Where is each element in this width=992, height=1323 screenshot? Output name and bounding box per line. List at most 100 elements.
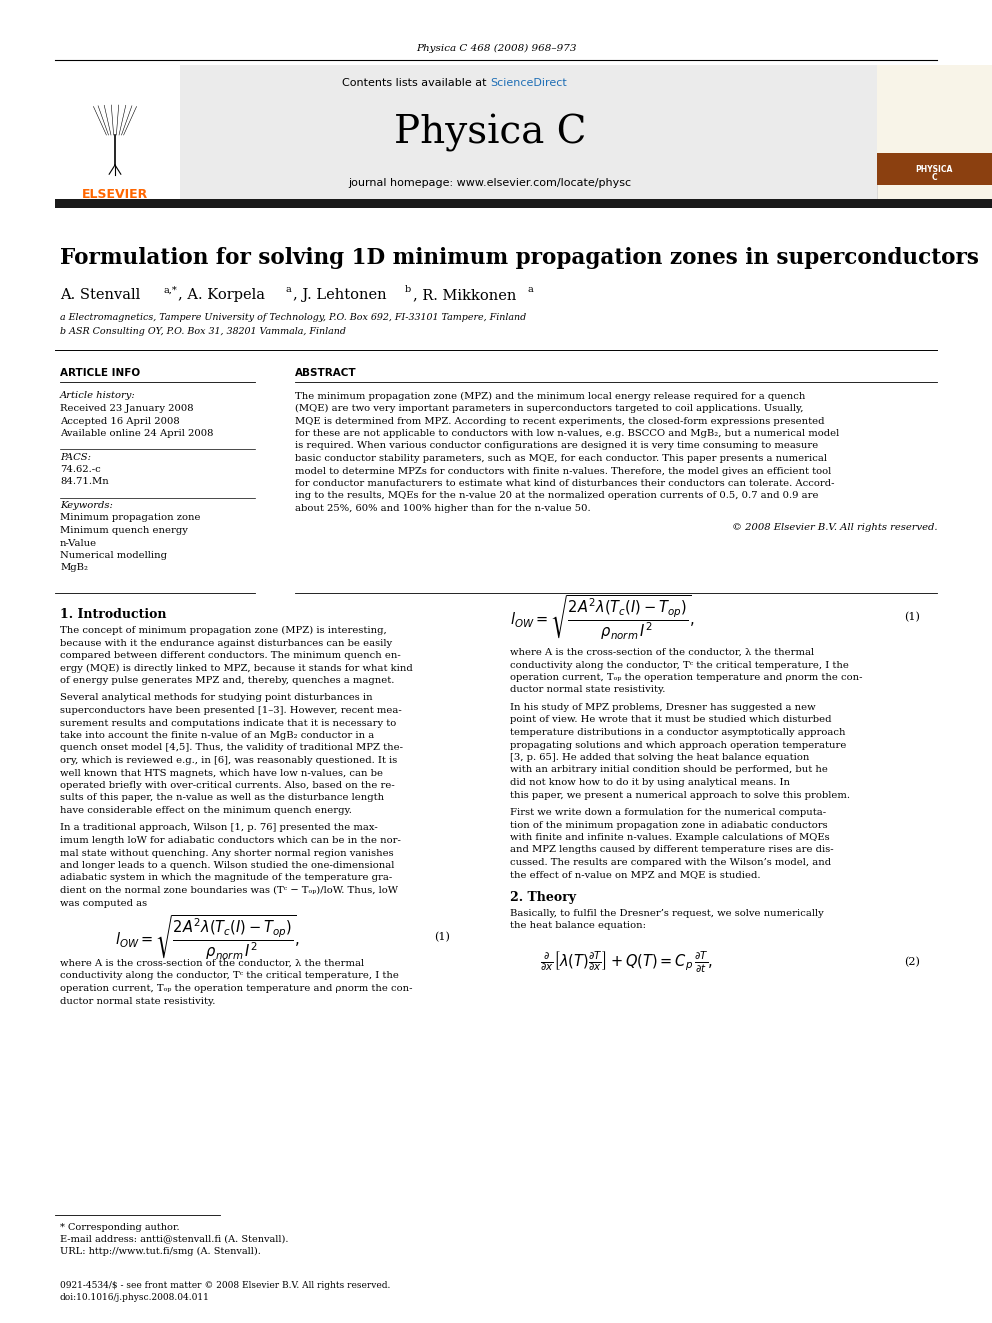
Bar (877, 65, 992, 155)
Text: the heat balance equation:: the heat balance equation: (510, 922, 646, 930)
Text: Minimum propagation zone: Minimum propagation zone (60, 513, 200, 523)
Text: * Corresponding author.: * Corresponding author. (60, 1222, 180, 1232)
Text: for these are not applicable to conductors with low n-values, e.g. BSCCO and MgB: for these are not applicable to conducto… (295, 429, 839, 438)
Text: n-Value: n-Value (60, 538, 97, 548)
Text: and longer leads to a quench. Wilson studied the one-dimensional: and longer leads to a quench. Wilson stu… (60, 861, 395, 871)
Text: URL: http://www.tut.fi/smg (A. Stenvall).: URL: http://www.tut.fi/smg (A. Stenvall)… (60, 1246, 261, 1256)
Text: where A is the cross-section of the conductor, λ the thermal: where A is the cross-section of the cond… (510, 648, 814, 658)
Text: Contents lists available at: Contents lists available at (342, 78, 490, 89)
Text: operation current, Tₒₚ the operation temperature and ρnorm the con-: operation current, Tₒₚ the operation tem… (510, 673, 862, 681)
Text: Accepted 16 April 2008: Accepted 16 April 2008 (60, 417, 180, 426)
Text: propagating solutions and which approach operation temperature: propagating solutions and which approach… (510, 741, 846, 750)
Text: this paper, we present a numerical approach to solve this problem.: this paper, we present a numerical appro… (510, 791, 850, 799)
Text: sults of this paper, the n-value as well as the disturbance length: sults of this paper, the n-value as well… (60, 794, 384, 803)
Text: The concept of minimum propagation zone (MPZ) is interesting,: The concept of minimum propagation zone … (60, 626, 387, 635)
Text: $l_{OW} = \sqrt{\dfrac{2A^2\lambda\left(T_c(I) - T_{op}\right)}{\rho_{norm}\,I^2: $l_{OW} = \sqrt{\dfrac{2A^2\lambda\left(… (115, 913, 301, 962)
Text: where A is the cross-section of the conductor, λ the thermal: where A is the cross-section of the cond… (60, 959, 364, 968)
Text: ductor normal state resistivity.: ductor normal state resistivity. (510, 685, 666, 695)
Text: $\frac{\partial}{\partial x}\left[\lambda(T)\frac{\partial T}{\partial x}\right]: $\frac{\partial}{\partial x}\left[\lambd… (540, 950, 713, 975)
Text: is required. When various conductor configurations are designed it is very time : is required. When various conductor conf… (295, 442, 818, 451)
Text: Numerical modelling: Numerical modelling (60, 550, 167, 560)
Text: journal homepage: www.elsevier.com/locate/physc: journal homepage: www.elsevier.com/locat… (348, 179, 632, 188)
Bar (55, 65, 180, 205)
Text: take into account the finite n-value of an MgB₂ conductor in a: take into account the finite n-value of … (60, 732, 374, 740)
Text: compared between different conductors. The minimum quench en-: compared between different conductors. T… (60, 651, 401, 660)
Text: basic conductor stability parameters, such as MQE, for each conductor. This pape: basic conductor stability parameters, su… (295, 454, 827, 463)
Text: Minimum quench energy: Minimum quench energy (60, 527, 187, 534)
Text: In his study of MPZ problems, Dresner has suggested a new: In his study of MPZ problems, Dresner ha… (510, 703, 815, 712)
Text: C: C (931, 173, 936, 183)
Text: ELSEVIER: ELSEVIER (82, 188, 148, 201)
Text: Basically, to fulfil the Dresner’s request, we solve numerically: Basically, to fulfil the Dresner’s reque… (510, 909, 823, 918)
Text: Available online 24 April 2008: Available online 24 April 2008 (60, 429, 213, 438)
Bar (55, 198, 992, 208)
Text: Physica C 468 (2008) 968–973: Physica C 468 (2008) 968–973 (416, 44, 576, 53)
Text: doi:10.1016/j.physc.2008.04.011: doi:10.1016/j.physc.2008.04.011 (60, 1294, 210, 1303)
Text: ScienceDirect: ScienceDirect (490, 78, 566, 89)
Text: ductor normal state resistivity.: ductor normal state resistivity. (60, 996, 215, 1005)
Text: ergy (MQE) is directly linked to MPZ, because it stands for what kind: ergy (MQE) is directly linked to MPZ, be… (60, 663, 413, 672)
Text: was computed as: was computed as (60, 898, 147, 908)
Text: Keywords:: Keywords: (60, 501, 113, 509)
Text: 84.71.Mn: 84.71.Mn (60, 478, 109, 487)
Text: of energy pulse generates MPZ and, thereby, quenches a magnet.: of energy pulse generates MPZ and, there… (60, 676, 395, 685)
Text: conductivity along the conductor, Tᶜ the critical temperature, I the: conductivity along the conductor, Tᶜ the… (60, 971, 399, 980)
Text: a Electromagnetics, Tampere University of Technology, P.O. Box 692, FI-33101 Tam: a Electromagnetics, Tampere University o… (60, 314, 526, 323)
Text: , A. Korpela: , A. Korpela (178, 288, 265, 302)
Text: (2): (2) (904, 958, 920, 967)
Text: MQE is determined from MPZ. According to recent experiments, the closed-form exp: MQE is determined from MPZ. According to… (295, 417, 824, 426)
Text: with an arbitrary initial condition should be performed, but he: with an arbitrary initial condition shou… (510, 766, 828, 774)
Text: (MQE) are two very important parameters in superconductors targeted to coil appl: (MQE) are two very important parameters … (295, 404, 804, 413)
Text: mal state without quenching. Any shorter normal region vanishes: mal state without quenching. Any shorter… (60, 848, 394, 857)
Text: about 25%, 60% and 100% higher than for the n-value 50.: about 25%, 60% and 100% higher than for … (295, 504, 590, 513)
Text: cussed. The results are compared with the Wilson’s model, and: cussed. The results are compared with th… (510, 859, 831, 867)
Text: ing to the results, MQEs for the n-value 20 at the normalized operation currents: ing to the results, MQEs for the n-value… (295, 492, 818, 500)
Text: Formulation for solving 1D minimum propagation zones in superconductors: Formulation for solving 1D minimum propa… (60, 247, 979, 269)
Text: Several analytical methods for studying point disturbances in: Several analytical methods for studying … (60, 693, 373, 703)
Text: © 2008 Elsevier B.V. All rights reserved.: © 2008 Elsevier B.V. All rights reserved… (731, 523, 937, 532)
Text: E-mail address: antti@stenvall.fi (A. Stenvall).: E-mail address: antti@stenvall.fi (A. St… (60, 1234, 289, 1244)
Text: MgB₂: MgB₂ (60, 564, 88, 573)
Text: imum length lᴏW for adiabatic conductors which can be in the nor-: imum length lᴏW for adiabatic conductors… (60, 836, 401, 845)
Text: dient on the normal zone boundaries was (Tᶜ − Tₒₚ)/lᴏW. Thus, lᴏW: dient on the normal zone boundaries was … (60, 886, 398, 894)
Text: Article history:: Article history: (60, 392, 136, 401)
Bar (55, 65, 877, 205)
Text: model to determine MPZs for conductors with finite n-values. Therefore, the mode: model to determine MPZs for conductors w… (295, 467, 831, 475)
Text: , R. Mikkonen: , R. Mikkonen (413, 288, 517, 302)
Text: 2. Theory: 2. Theory (510, 890, 576, 904)
Text: The minimum propagation zone (MPZ) and the minimum local energy release required: The minimum propagation zone (MPZ) and t… (295, 392, 806, 401)
Text: the effect of n-value on MPZ and MQE is studied.: the effect of n-value on MPZ and MQE is … (510, 871, 761, 880)
Text: operated briefly with over-critical currents. Also, based on the re-: operated briefly with over-critical curr… (60, 781, 395, 790)
Text: 74.62.-c: 74.62.-c (60, 464, 101, 474)
Text: a: a (527, 286, 533, 295)
Text: (1): (1) (904, 613, 920, 623)
Text: , J. Lehtonen: , J. Lehtonen (293, 288, 387, 302)
Text: a: a (285, 286, 291, 295)
Text: First we write down a formulation for the numerical computa-: First we write down a formulation for th… (510, 808, 826, 818)
Text: (1): (1) (434, 933, 450, 943)
Text: surement results and computations indicate that it is necessary to: surement results and computations indica… (60, 718, 396, 728)
Text: superconductors have been presented [1–3]. However, recent mea-: superconductors have been presented [1–3… (60, 706, 402, 714)
Text: because with it the endurance against disturbances can be easily: because with it the endurance against di… (60, 639, 392, 647)
Text: b ASR Consulting OY, P.O. Box 31, 38201 Vammala, Finland: b ASR Consulting OY, P.O. Box 31, 38201 … (60, 328, 346, 336)
Text: 0921-4534/$ - see front matter © 2008 Elsevier B.V. All rights reserved.: 0921-4534/$ - see front matter © 2008 El… (60, 1281, 391, 1290)
Text: Physica C: Physica C (394, 114, 586, 152)
Text: A. Stenvall: A. Stenvall (60, 288, 140, 302)
Text: with finite and infinite n-values. Example calculations of MQEs: with finite and infinite n-values. Examp… (510, 833, 829, 841)
Text: did not know how to do it by using analytical means. In: did not know how to do it by using analy… (510, 778, 790, 787)
Text: ABSTRACT: ABSTRACT (295, 368, 357, 378)
Bar (877, 153, 992, 185)
Text: and MPZ lengths caused by different temperature rises are dis-: and MPZ lengths caused by different temp… (510, 845, 833, 855)
Text: [3, p. 65]. He added that solving the heat balance equation: [3, p. 65]. He added that solving the he… (510, 753, 809, 762)
Text: PHYSICA: PHYSICA (916, 164, 952, 173)
Text: $l_{OW} = \sqrt{\dfrac{2A^2\lambda\left(T_c(I) - T_{op}\right)}{\rho_{norm}\,I^2: $l_{OW} = \sqrt{\dfrac{2A^2\lambda\left(… (510, 593, 695, 642)
Text: operation current, Tₒₚ the operation temperature and ρnorm the con-: operation current, Tₒₚ the operation tem… (60, 984, 413, 994)
Text: have considerable effect on the minimum quench energy.: have considerable effect on the minimum … (60, 806, 352, 815)
Text: Received 23 January 2008: Received 23 January 2008 (60, 404, 193, 413)
Text: for conductor manufacturers to estimate what kind of disturbances their conducto: for conductor manufacturers to estimate … (295, 479, 834, 488)
Text: In a traditional approach, Wilson [1, p. 76] presented the max-: In a traditional approach, Wilson [1, p.… (60, 823, 378, 832)
Text: ARTICLE INFO: ARTICLE INFO (60, 368, 140, 378)
Text: b: b (405, 286, 412, 295)
Text: 1. Introduction: 1. Introduction (60, 609, 167, 620)
Bar (877, 65, 992, 205)
